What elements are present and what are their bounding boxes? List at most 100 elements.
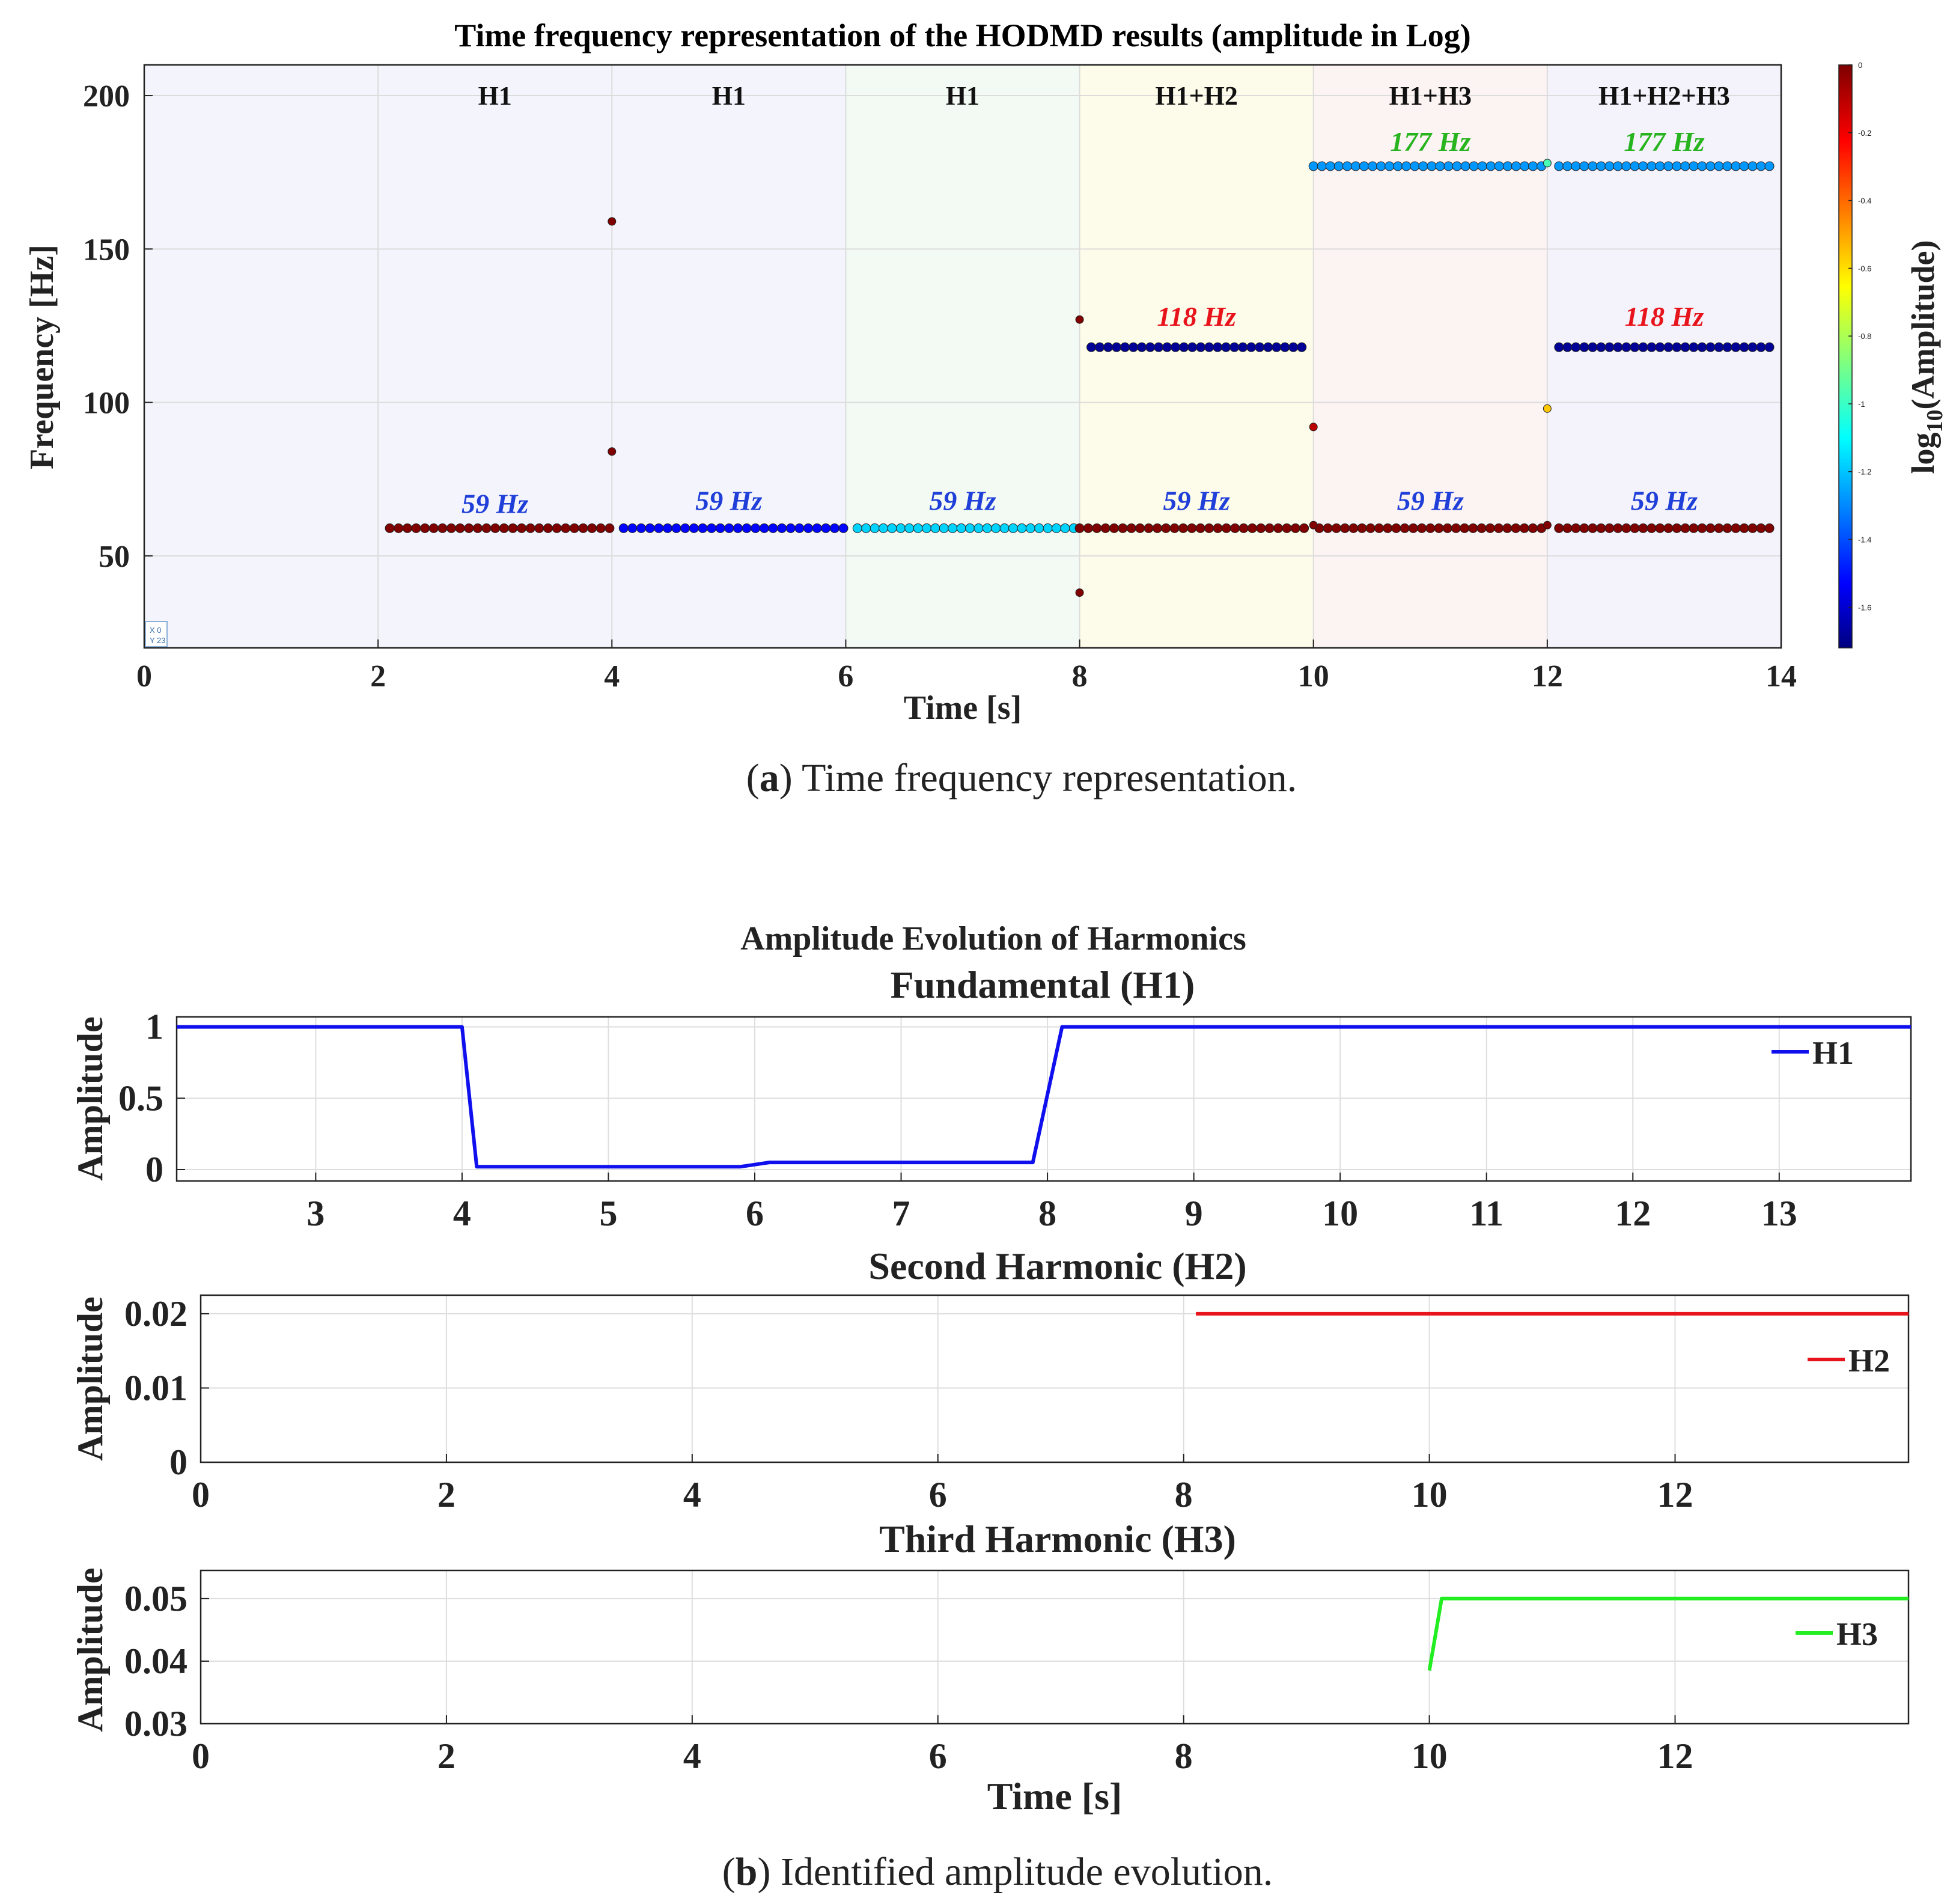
tf-dot <box>922 523 932 533</box>
tf-dot <box>627 523 638 533</box>
colorbar-tick-label: -0.6 <box>1858 264 1871 273</box>
tf-dot <box>904 523 915 533</box>
tf-dot <box>956 523 966 533</box>
tf-ytick-label: 150 <box>83 233 130 267</box>
tf-dot <box>1095 342 1105 352</box>
h3-series-line <box>1427 1596 1909 1671</box>
tf-dot <box>999 523 1010 533</box>
tf-region-1 <box>845 65 1080 648</box>
tf-region-0 <box>144 65 846 648</box>
tf-dot <box>1154 342 1164 352</box>
tf-dot <box>1689 342 1699 352</box>
tf-dot <box>1554 342 1564 352</box>
tf-dot <box>1374 523 1384 533</box>
tf-dot <box>446 523 457 533</box>
h3-ytick-label: 0.04 <box>124 1641 187 1681</box>
tf-dot <box>1697 161 1707 171</box>
tf-dot <box>1288 342 1299 352</box>
h3-xtick-label: 8 <box>1175 1736 1193 1776</box>
tf-dot <box>1494 523 1504 533</box>
tf-dot <box>1060 523 1070 533</box>
h2-ylabel: Amplitude <box>70 1296 110 1460</box>
tf-dot <box>1393 161 1403 171</box>
tf-dot <box>1434 523 1444 533</box>
h2-xtick-label: 10 <box>1412 1475 1448 1515</box>
tf-dot <box>1697 523 1707 533</box>
h3-xtick-label: 0 <box>192 1736 210 1776</box>
tf-dot <box>654 523 664 533</box>
h1-xtick-label: 3 <box>306 1194 324 1233</box>
tf-dot <box>861 523 871 533</box>
tf-xtick-label: 14 <box>1766 659 1797 694</box>
tf-dot <box>1485 523 1495 533</box>
h2-panel: Second Harmonic (H2) 0 2 4 6 8 10 1200.010.02 … <box>70 1245 1910 1515</box>
tf-dot <box>733 523 743 533</box>
tf-dot <box>1528 523 1538 533</box>
tf-dot <box>1562 342 1573 352</box>
tf-dot <box>689 523 699 533</box>
tf-dot <box>1152 523 1162 533</box>
tf-dot <box>1425 523 1436 533</box>
h1-series-line <box>177 1025 1911 1169</box>
tf-dot <box>552 523 562 533</box>
tf-dot <box>1195 523 1205 533</box>
tf-dot <box>1238 523 1249 533</box>
tf-dot <box>1663 161 1674 171</box>
tf-dot <box>1145 342 1156 352</box>
tf-dot <box>420 523 430 533</box>
tf-annotation: 59 Hz <box>1631 485 1698 516</box>
tf-dot <box>1417 523 1427 533</box>
h3-xtick-label: 4 <box>683 1736 701 1776</box>
h1-xtick-label: 5 <box>599 1194 617 1233</box>
tf-dot <box>742 523 752 533</box>
tf-dot <box>1144 523 1154 533</box>
tf-annotation: 118 Hz <box>1625 301 1704 332</box>
tf-dot <box>1290 523 1300 533</box>
h3-legend-label: H3 <box>1836 1616 1878 1652</box>
tf-dot <box>1655 161 1665 171</box>
tf-dot <box>1333 161 1344 171</box>
h2-ytick-label: 0.01 <box>124 1368 187 1408</box>
tf-dot <box>1383 523 1393 533</box>
tf-dot <box>1100 523 1111 533</box>
tf-dot <box>1485 161 1496 171</box>
tf-point <box>1309 423 1318 432</box>
tf-dot <box>1451 523 1461 533</box>
caption-b-label: b <box>736 1850 758 1894</box>
tf-dot <box>1705 161 1716 171</box>
tf-dot <box>1264 523 1275 533</box>
tf-dot <box>1468 523 1478 533</box>
tf-dot <box>1129 342 1139 352</box>
tf-annotation: 177 Hz <box>1390 126 1470 157</box>
colorbar-label-tail: (Amplitude) <box>1905 240 1941 409</box>
tf-dot <box>829 523 839 533</box>
tf-dot <box>1273 523 1284 533</box>
tf-dot <box>1697 342 1707 352</box>
datatip[interactable]: X 0 Y 23 <box>145 621 168 647</box>
tf-dot <box>464 523 474 533</box>
tf-dot <box>1630 342 1640 352</box>
caption-b-text: Identified amplitude evolution. <box>770 1850 1273 1894</box>
tf-dot <box>385 523 395 533</box>
tf-dot <box>1739 161 1749 171</box>
colorbar-tick-label: -1.2 <box>1858 468 1871 477</box>
h2-ytick-label: 0.02 <box>124 1294 187 1334</box>
h1-xtick-label: 4 <box>453 1194 471 1233</box>
tf-dot <box>715 523 725 533</box>
tf-dot <box>1638 523 1648 533</box>
tf-dot <box>534 523 544 533</box>
h1-ytick-label: 1 <box>145 1007 163 1047</box>
tf-dot <box>1171 342 1181 352</box>
tf-dot <box>1596 342 1606 352</box>
caption-a-text: Time frequency representation. <box>793 756 1297 800</box>
tf-xtick-label: 0 <box>136 659 152 694</box>
tf-dot <box>1317 161 1327 171</box>
colorbar-tick-label: -0.2 <box>1858 129 1871 138</box>
tf-annotation: 59 Hz <box>929 485 996 516</box>
tf-annotation: 59 Hz <box>1163 485 1230 516</box>
tf-dot <box>1323 523 1333 533</box>
tf-dot <box>1017 523 1027 533</box>
tf-dot <box>1579 523 1589 533</box>
h1-xtick-label: 10 <box>1322 1194 1358 1233</box>
